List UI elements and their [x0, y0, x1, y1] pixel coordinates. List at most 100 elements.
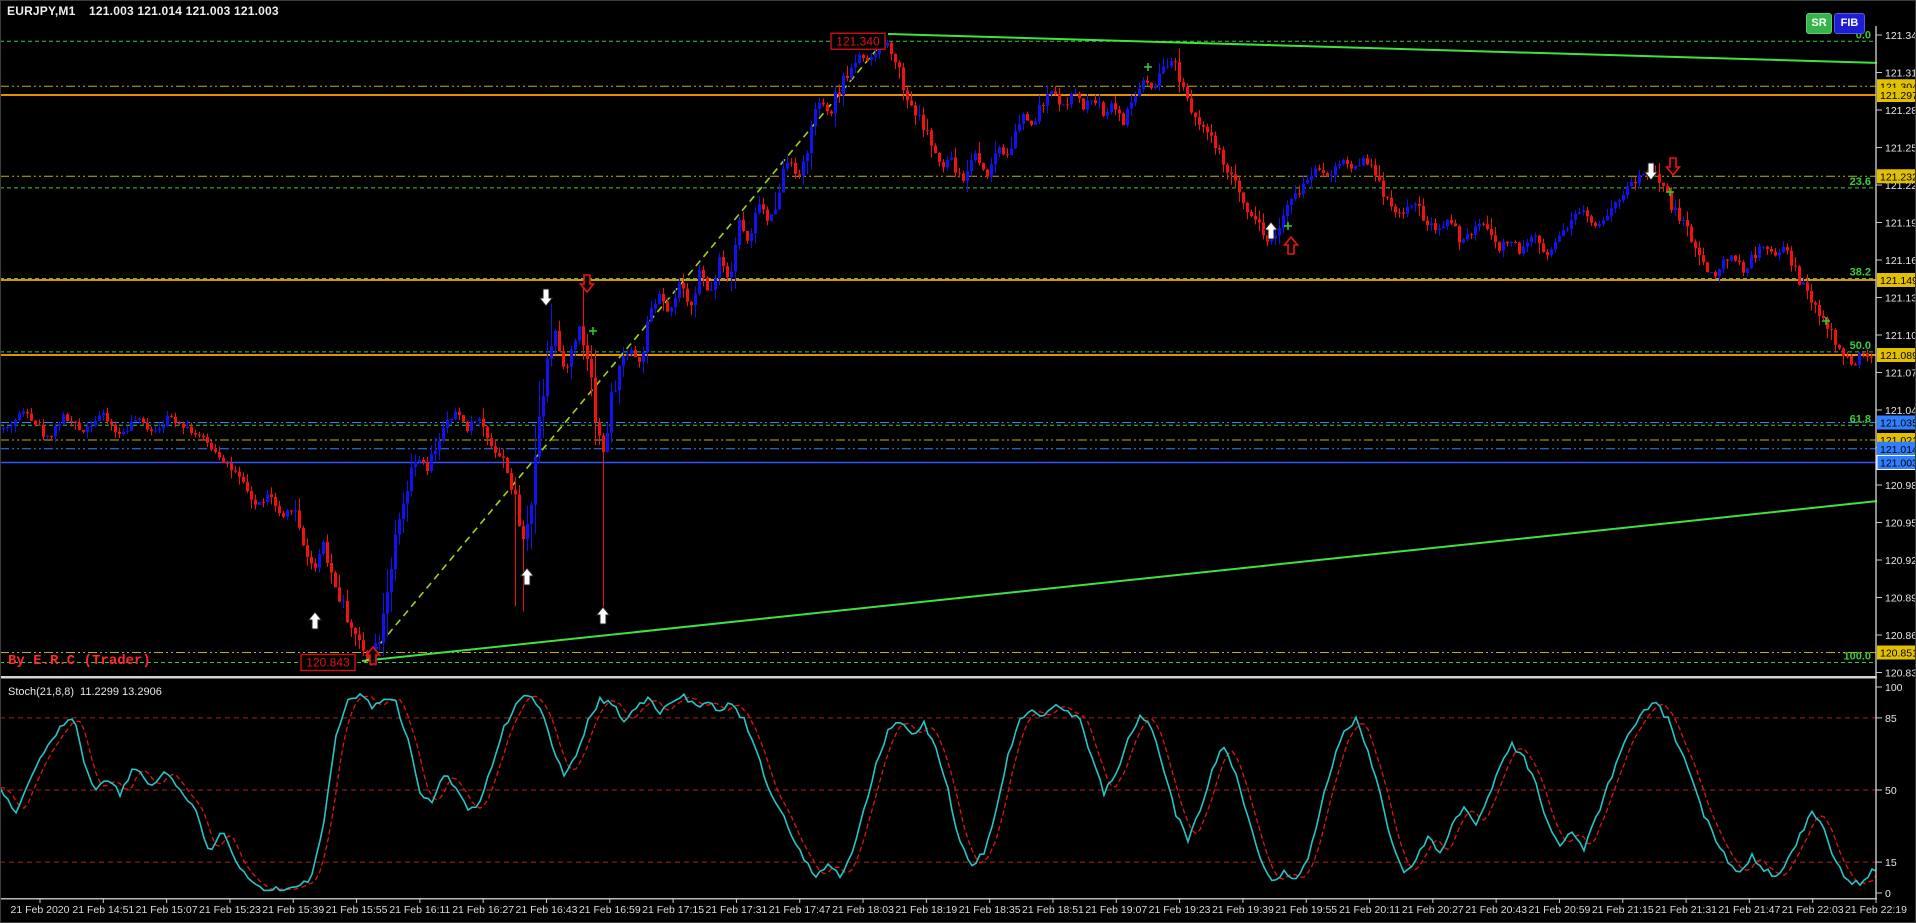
candle-body	[1590, 216, 1593, 223]
candle-body	[1346, 159, 1349, 164]
up-arrow-signal-icon[interactable]	[1282, 235, 1300, 255]
candle-body	[1682, 219, 1685, 221]
down-arrow-signal-icon[interactable]	[578, 274, 596, 294]
candle-body	[1102, 102, 1105, 116]
panel-separator[interactable]	[0, 676, 1916, 679]
candle-body	[302, 527, 305, 546]
candle-body	[422, 459, 425, 463]
candle-body	[318, 553, 321, 568]
price-axis-label: 121.105	[1885, 330, 1916, 342]
candle-body	[754, 213, 757, 234]
candle-body	[90, 425, 93, 427]
candle-body	[1754, 254, 1757, 258]
candle-body	[474, 420, 477, 422]
time-axis-label: 21 Feb 19:39	[1212, 904, 1274, 916]
candle-body	[1238, 180, 1241, 193]
candle-body	[30, 413, 33, 421]
time-axis-label: 21 Feb 18:03	[832, 904, 894, 916]
candle-body	[1198, 117, 1201, 125]
candle-body	[770, 214, 773, 221]
candle-body	[1738, 260, 1741, 263]
candle-body	[1626, 186, 1629, 195]
candle-body	[410, 467, 413, 492]
candle-body	[706, 277, 709, 291]
down-arrow-signal-icon[interactable]	[538, 288, 554, 307]
up-arrow-signal-icon[interactable]	[307, 611, 323, 630]
watermark-text: By E.R.C (Trader)	[8, 653, 151, 669]
candle-body	[1146, 80, 1149, 83]
candles-layer	[2, 40, 1873, 666]
candle-body	[938, 152, 941, 163]
candle-body	[386, 592, 389, 614]
candle-body	[1038, 104, 1041, 122]
price-axis-label: 121.255	[1885, 143, 1916, 155]
up-arrow-signal-icon[interactable]	[1263, 221, 1279, 240]
fib-button[interactable]: FIB	[1834, 13, 1865, 34]
candle-body	[1566, 228, 1569, 231]
candle-body	[46, 435, 49, 437]
price-box-label	[300, 653, 356, 672]
candle-body	[466, 421, 469, 431]
candle-body	[750, 233, 753, 241]
candle-body	[1802, 282, 1805, 285]
candle-body	[1786, 247, 1789, 251]
candle-body	[718, 257, 721, 279]
candle-body	[1230, 172, 1233, 175]
time-axis-label: 21 Feb 15:55	[326, 904, 388, 916]
candle-body	[1710, 272, 1713, 274]
candle-body	[1278, 227, 1281, 236]
candle-body	[934, 145, 937, 153]
candle-body	[1246, 202, 1249, 213]
candle-body	[414, 461, 417, 468]
candle-body	[1094, 100, 1097, 104]
trendline[interactable]	[887, 33, 1916, 65]
candle-body	[1422, 205, 1425, 221]
candle-body	[174, 416, 177, 423]
candle-body	[738, 219, 741, 246]
stoch-indicator-label: Stoch(21,8,8) 11.2299 13.2906	[8, 686, 162, 698]
price-axis: 121.345121.315121.285121.255121.225121.1…	[1875, 0, 1916, 923]
candle-body	[118, 431, 121, 435]
sr-button[interactable]: SR	[1806, 13, 1832, 34]
candle-body	[686, 288, 689, 302]
price-line-label-text: 121.014	[1880, 444, 1916, 456]
trendline[interactable]	[361, 496, 1916, 662]
up-arrow-signal-icon[interactable]	[364, 645, 382, 665]
candle-body	[1734, 255, 1737, 261]
candle-body	[1430, 223, 1433, 226]
time-axis-label: 21 Feb 21:31	[1655, 904, 1717, 916]
candle-body	[98, 415, 101, 421]
rally-dashed-trendline[interactable]	[364, 35, 889, 663]
candle-body	[862, 54, 865, 59]
candle-body	[382, 613, 385, 643]
candle-body	[1354, 165, 1357, 169]
time-axis-label: 21 Feb 18:35	[959, 904, 1021, 916]
candle-body	[1022, 113, 1025, 124]
candle-body	[1850, 356, 1853, 365]
candle-body	[6, 426, 9, 429]
time-axis-label: 21 Feb 20:43	[1465, 904, 1527, 916]
candle-body	[1298, 193, 1301, 195]
candle-body	[982, 162, 985, 170]
down-arrow-signal-icon[interactable]	[1664, 157, 1682, 177]
candle-body	[958, 172, 961, 174]
up-arrow-signal-icon[interactable]	[519, 567, 535, 586]
candle-body	[1134, 96, 1137, 103]
candle-body	[1562, 230, 1565, 236]
candle-body	[1846, 355, 1849, 357]
candle-body	[886, 42, 889, 46]
up-arrow-signal-icon[interactable]	[595, 606, 611, 625]
candle-body	[510, 472, 513, 490]
candle-body	[782, 168, 785, 193]
candle-body	[1814, 302, 1817, 305]
down-arrow-signal-icon[interactable]	[1643, 162, 1659, 181]
candle-body	[406, 491, 409, 504]
candle-body	[502, 456, 505, 458]
candle-body	[322, 541, 325, 554]
candle-body	[650, 308, 653, 322]
candle-body	[1782, 247, 1785, 253]
candle-body	[590, 358, 593, 378]
candle-body	[1402, 212, 1405, 214]
